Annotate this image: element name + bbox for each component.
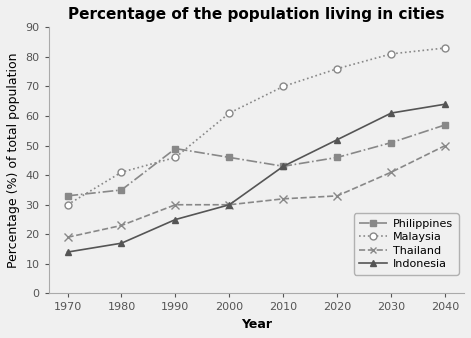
Y-axis label: Percentage (%) of total population: Percentage (%) of total population bbox=[7, 53, 20, 268]
Title: Percentage of the population living in cities: Percentage of the population living in c… bbox=[68, 7, 445, 22]
Philippines bbox=[65, 194, 70, 198]
Philippines bbox=[119, 188, 124, 192]
Indonesia bbox=[172, 217, 178, 221]
Malaysia bbox=[281, 84, 286, 89]
Malaysia bbox=[227, 111, 232, 115]
Thailand bbox=[65, 235, 70, 239]
Malaysia bbox=[389, 52, 394, 56]
Malaysia bbox=[172, 155, 178, 160]
Indonesia bbox=[281, 164, 286, 168]
Malaysia bbox=[65, 203, 70, 207]
Philippines bbox=[442, 123, 448, 127]
Line: Thailand: Thailand bbox=[64, 141, 449, 241]
Legend: Philippines, Malaysia, Thailand, Indonesia: Philippines, Malaysia, Thailand, Indones… bbox=[354, 214, 458, 274]
Indonesia bbox=[227, 203, 232, 207]
Thailand bbox=[442, 144, 448, 148]
Thailand bbox=[172, 203, 178, 207]
Thailand bbox=[119, 223, 124, 227]
Philippines bbox=[334, 155, 340, 160]
Philippines bbox=[389, 141, 394, 145]
Philippines bbox=[227, 155, 232, 160]
Indonesia bbox=[334, 138, 340, 142]
Line: Indonesia: Indonesia bbox=[64, 101, 449, 256]
Malaysia bbox=[119, 170, 124, 174]
Indonesia bbox=[119, 241, 124, 245]
Indonesia bbox=[65, 250, 70, 254]
Malaysia bbox=[334, 67, 340, 71]
X-axis label: Year: Year bbox=[241, 318, 272, 331]
Indonesia bbox=[442, 102, 448, 106]
Line: Malaysia: Malaysia bbox=[64, 45, 449, 208]
Philippines bbox=[281, 164, 286, 168]
Thailand bbox=[334, 194, 340, 198]
Malaysia bbox=[442, 46, 448, 50]
Line: Philippines: Philippines bbox=[64, 121, 449, 199]
Thailand bbox=[389, 170, 394, 174]
Philippines bbox=[172, 146, 178, 150]
Indonesia bbox=[389, 111, 394, 115]
Thailand bbox=[281, 197, 286, 201]
Thailand bbox=[227, 203, 232, 207]
